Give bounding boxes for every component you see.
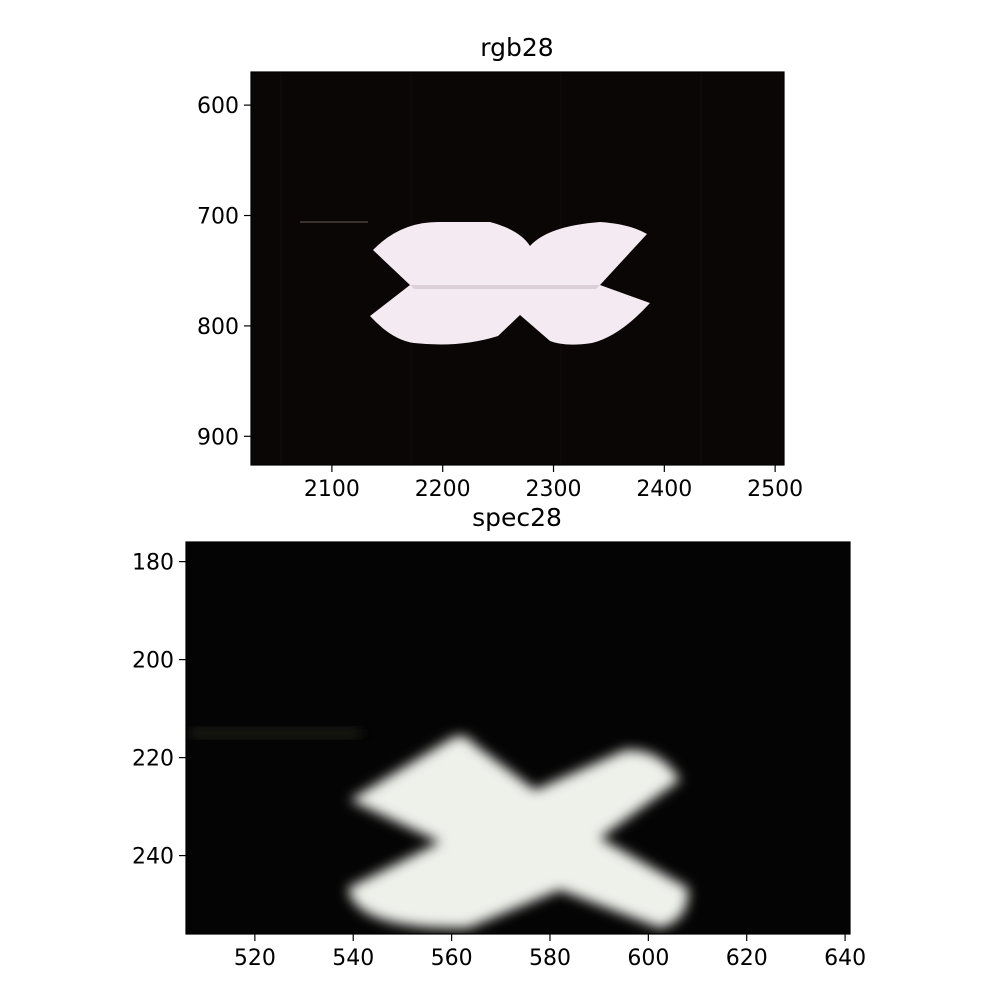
x-tick-label: 520: [234, 946, 276, 971]
x-tick-label: 2500: [747, 477, 803, 502]
image-object-shadow: [410, 285, 600, 289]
x-tick-label: 2100: [304, 477, 360, 502]
subplot-title: spec28: [472, 503, 562, 532]
x-tick-label: 640: [824, 946, 866, 971]
y-tick-label: 700: [197, 205, 239, 230]
x-tick-label: 2200: [415, 477, 471, 502]
y-tick-label: 600: [197, 94, 239, 119]
y-tick-label: 180: [132, 551, 174, 576]
y-tick-label: 800: [197, 315, 239, 340]
y-axis: 180 200 220 240: [132, 551, 186, 870]
x-tick-label: 600: [627, 946, 669, 971]
image-object: [370, 222, 650, 345]
image-faint-line: [190, 728, 360, 738]
x-axis: 520 540 560 580 600 620 640: [234, 934, 866, 971]
x-tick-label: 2300: [526, 477, 582, 502]
subplot-spec28: spec28 520 540 560 580 600 620 640 180 200 220 24…: [132, 503, 866, 971]
image-object: [348, 736, 689, 929]
x-tick-label: 2400: [636, 477, 692, 502]
axes-frame: [185, 541, 851, 935]
x-tick-label: 620: [726, 946, 768, 971]
y-tick-label: 900: [197, 425, 239, 450]
x-tick-label: 580: [529, 946, 571, 971]
y-axis: 600 700 800 900: [197, 94, 251, 450]
y-tick-label: 220: [132, 747, 174, 772]
axes-frame: [250, 71, 785, 466]
subplot-title: rgb28: [480, 33, 553, 62]
x-tick-label: 540: [332, 946, 374, 971]
x-tick-label: 560: [431, 946, 473, 971]
y-tick-label: 240: [132, 845, 174, 870]
subplot-rgb28: rgb28 2100 2200 2300 2400 2500 600 700 800 900: [197, 33, 803, 502]
x-axis: 2100 2200 2300 2400 2500: [304, 465, 803, 502]
y-tick-label: 200: [132, 649, 174, 674]
